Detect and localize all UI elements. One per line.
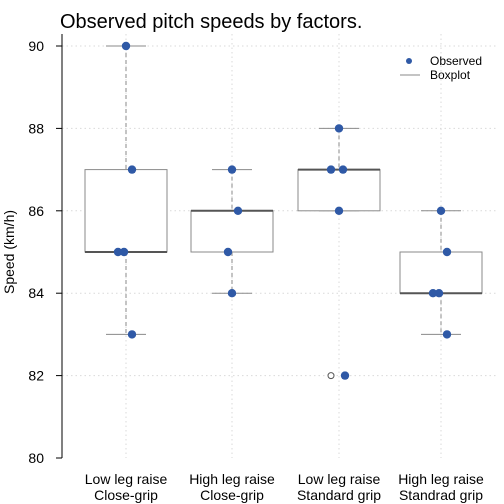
group-1-point-1 [121,41,131,51]
group-1-point-5 [127,330,137,339]
group-4-point-2 [442,247,452,257]
x-tick-label-3-line1: Low leg raise [298,471,381,487]
group-2-point-1 [227,165,237,174]
group-4-point-1 [436,206,446,215]
y-tick-label-90: 90 [28,38,44,54]
legend-boxplot-label: Boxplot [430,68,471,82]
group-1-box [84,169,168,253]
group-4-point-3 [434,289,444,298]
group-3-point-2 [338,165,348,174]
x-tick-label-1-line1: Low leg raise [85,471,168,487]
group-3-point-4 [334,206,344,215]
observed-points [113,41,452,380]
y-axis-label: Speed (km/h) [1,210,17,294]
group-2-point-2 [233,206,243,215]
group-4-point-4 [428,289,438,298]
group-1-point-3 [119,247,129,257]
x-tick-label-2-line2: Close-grip [200,487,264,503]
x-tick-label-3-line2: Standard grip [297,487,381,503]
x-tick-label-2-line1: High leg raise [189,471,275,487]
group-2-point-4 [227,289,237,298]
chart-title: Observed pitch speeds by factors. [60,11,362,33]
group-3-outlier-1 [327,372,335,380]
y-tick-label-84: 84 [28,285,44,301]
group-4-point-5 [442,330,452,339]
boxplots [84,45,483,380]
group-2-point-3 [223,247,233,257]
x-tick-label-4-line1: High leg raise [398,471,484,487]
y-tick-label-88: 88 [28,120,44,136]
y-tick-label-80: 80 [28,450,44,466]
x-tick-label-1-line2: Close-grip [94,487,158,503]
legend-observed-label: Observed [430,54,482,68]
x-tick-label-4-line2: Standrad grip [399,487,483,503]
group-1-point-4 [113,247,123,257]
axes: 80 82 84 86 88 90 [28,34,63,466]
group-4-box [399,251,483,294]
group-3-point-3 [326,165,336,174]
legend-observed-marker [406,58,412,64]
group-3-point-1 [334,124,344,133]
y-tick-label-82: 82 [28,368,44,384]
group-1-point-2 [127,165,137,174]
group-3-box [297,169,381,212]
group-3-point-5 [340,371,350,380]
group-2-box [190,210,274,253]
y-tick-label-86: 86 [28,203,44,219]
